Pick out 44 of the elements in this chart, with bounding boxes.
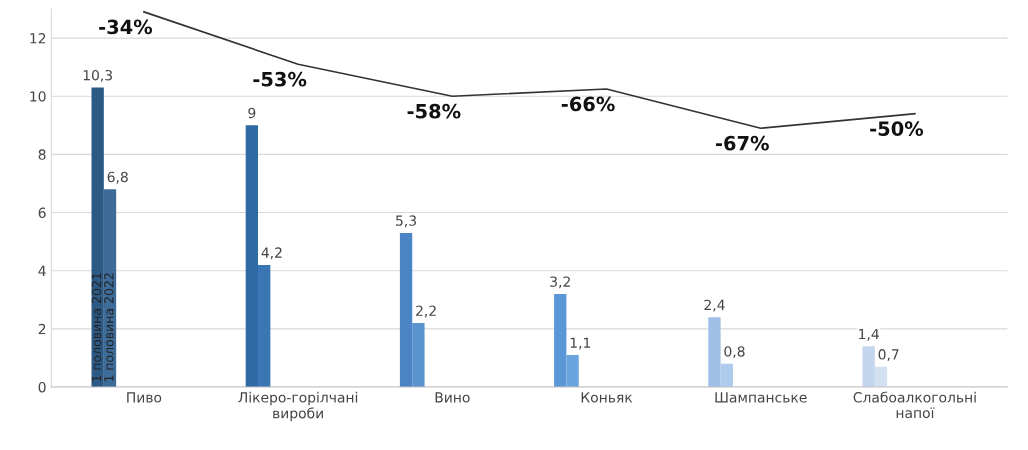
bar — [412, 323, 425, 387]
y-tick-label: 6 — [38, 207, 46, 219]
data-label: 5,3 — [396, 215, 416, 228]
y-tick-label: 12 — [30, 33, 46, 44]
y-tick-label: 8 — [38, 149, 46, 160]
bar — [720, 363, 733, 387]
bar — [91, 87, 104, 387]
data-label: 0,7 — [878, 349, 899, 362]
y-tick-label: 0 — [38, 381, 46, 393]
x-tick-label: Шампанське — [715, 392, 807, 403]
data-label: 1,4 — [859, 328, 879, 341]
bar — [554, 293, 567, 387]
y-tick-label: 10 — [30, 91, 46, 102]
data-label: 1,1 — [570, 337, 591, 350]
x-tick-label: Коньяк — [581, 392, 633, 403]
annotation: -34% — [99, 19, 153, 35]
x-tick-label: Лікеро-горілчані вироби — [238, 391, 358, 422]
annotation: -58% — [407, 103, 461, 119]
bar — [566, 355, 579, 387]
data-label: 9 — [248, 107, 256, 119]
y-tick-label: 4 — [38, 265, 46, 276]
annotation: -66% — [561, 96, 615, 112]
data-label: 3,2 — [550, 276, 570, 289]
bar — [708, 317, 721, 387]
x-tick-label: Слабоалкогольні напої — [853, 391, 976, 419]
data-label: 6,8 — [107, 171, 128, 184]
annotation: -50% — [870, 121, 924, 136]
bar — [874, 366, 888, 387]
series-label: 1 половина 2021 — [91, 273, 102, 382]
annotation: -67% — [715, 135, 769, 151]
x-tick-label: Вино — [435, 392, 470, 403]
series-label: 1 половина 2022 — [104, 273, 114, 382]
data-label: 0,8 — [724, 346, 745, 359]
data-label: 4,2 — [261, 247, 282, 260]
bar — [245, 125, 259, 387]
bar — [862, 346, 875, 387]
annotation: -53% — [253, 71, 307, 87]
data-label: 10,3 — [83, 69, 113, 82]
data-label: 2,2 — [416, 305, 436, 318]
x-tick-label: Пиво — [127, 392, 162, 403]
bar — [399, 232, 413, 387]
data-label: 2,4 — [704, 299, 725, 312]
bar — [258, 264, 271, 387]
y-tick-label: 2 — [38, 323, 46, 335]
